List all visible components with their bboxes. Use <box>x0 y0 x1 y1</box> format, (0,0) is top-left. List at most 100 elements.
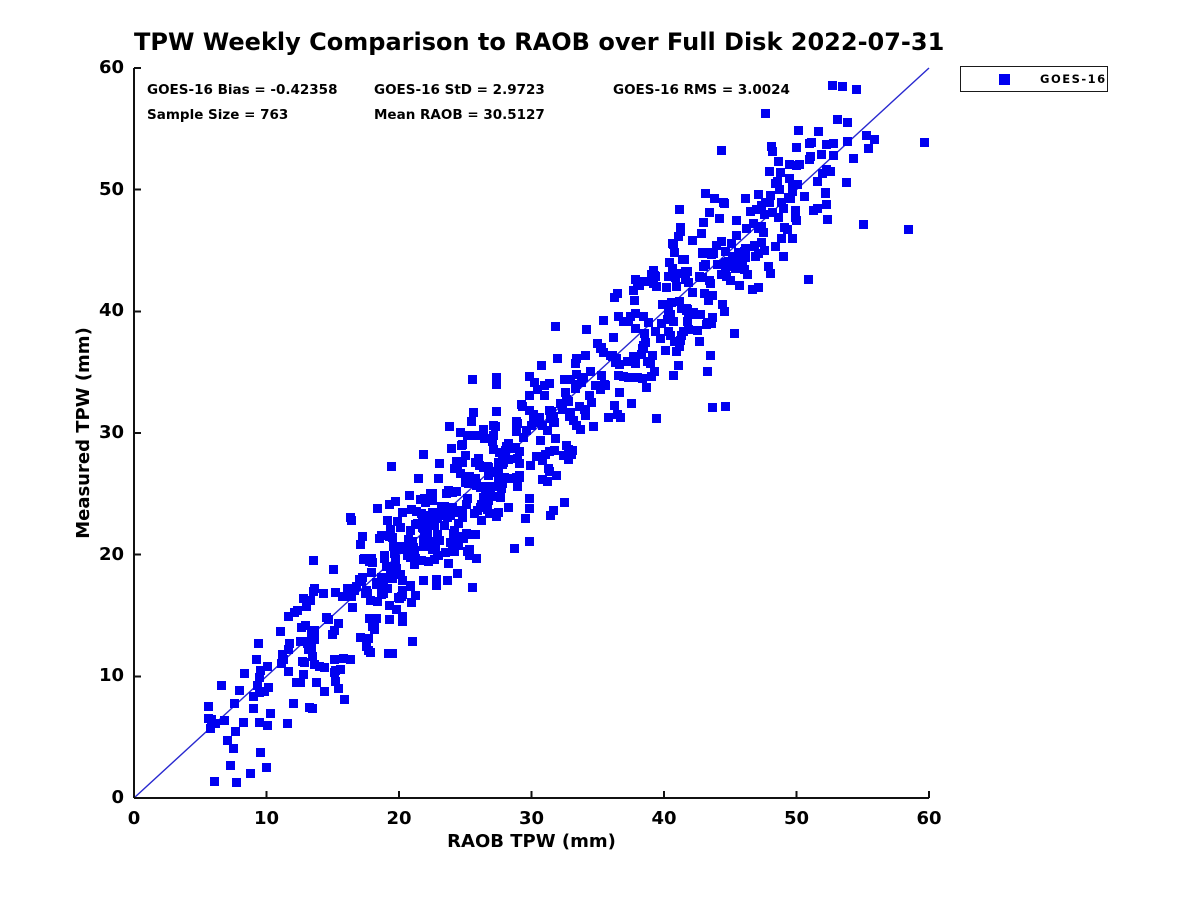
data-point <box>477 516 486 525</box>
data-point <box>676 223 685 232</box>
data-point <box>263 662 272 671</box>
data-point <box>510 544 519 553</box>
data-point <box>256 748 265 757</box>
data-point <box>706 351 715 360</box>
data-point <box>408 537 417 546</box>
data-point <box>532 452 541 461</box>
data-point <box>682 306 691 315</box>
data-point <box>666 331 675 340</box>
data-point <box>446 538 455 547</box>
data-point <box>484 471 493 480</box>
data-point <box>463 431 472 440</box>
data-point <box>382 562 391 571</box>
data-point <box>640 329 649 338</box>
data-point <box>498 479 507 488</box>
data-point <box>266 709 275 718</box>
data-point <box>422 525 431 534</box>
data-point <box>456 469 465 478</box>
data-point <box>366 596 375 605</box>
data-point <box>496 493 505 502</box>
data-point <box>571 384 580 393</box>
data-point <box>331 666 340 675</box>
data-point <box>473 506 482 515</box>
data-point <box>641 277 650 286</box>
data-point <box>571 359 580 368</box>
data-point <box>229 744 238 753</box>
data-point <box>693 326 702 335</box>
data-point <box>358 532 367 541</box>
data-point <box>750 241 759 250</box>
data-point <box>629 286 638 295</box>
data-point <box>469 408 478 417</box>
y-tick-label: 20 <box>98 543 124 565</box>
data-point <box>356 540 365 549</box>
data-point <box>435 536 444 545</box>
data-point <box>372 578 381 587</box>
data-point <box>433 551 442 560</box>
data-point <box>698 249 707 258</box>
data-point <box>774 157 783 166</box>
data-point <box>440 521 449 530</box>
data-point <box>852 85 861 94</box>
data-point <box>615 388 624 397</box>
data-point <box>822 140 831 149</box>
stat-mean-raob: Mean RAOB = 30.5127 <box>374 107 545 123</box>
data-point <box>581 411 590 420</box>
data-point <box>670 269 679 278</box>
data-point <box>710 194 719 203</box>
data-point <box>699 218 708 227</box>
data-point <box>393 517 402 526</box>
data-point <box>697 229 706 238</box>
data-point <box>256 666 265 675</box>
data-point <box>550 446 559 455</box>
data-point <box>546 511 555 520</box>
data-point <box>396 523 405 532</box>
data-point <box>687 309 696 318</box>
data-point <box>743 270 752 279</box>
data-point <box>585 391 594 400</box>
data-point <box>556 399 565 408</box>
data-point <box>637 350 646 359</box>
data-point <box>467 475 476 484</box>
data-point <box>292 678 301 687</box>
data-point <box>540 391 549 400</box>
x-tick-label: 10 <box>253 808 280 829</box>
data-point <box>385 615 394 624</box>
data-point <box>675 297 684 306</box>
data-point <box>569 416 578 425</box>
data-point <box>695 337 704 346</box>
data-point <box>504 503 513 512</box>
data-point <box>312 678 321 687</box>
data-point <box>586 367 595 376</box>
data-point <box>791 206 800 215</box>
data-point <box>393 542 402 551</box>
data-point <box>254 639 263 648</box>
data-point <box>309 556 318 565</box>
data-point <box>440 502 449 511</box>
data-point <box>461 478 470 487</box>
data-point <box>722 272 731 281</box>
data-point <box>472 554 481 563</box>
data-point <box>669 317 678 326</box>
data-point <box>581 406 590 415</box>
data-point <box>239 718 248 727</box>
data-point <box>299 670 308 679</box>
data-point <box>663 315 672 324</box>
data-point <box>499 456 508 465</box>
data-point <box>510 444 519 453</box>
data-point <box>497 484 506 493</box>
data-point <box>255 718 264 727</box>
data-point <box>504 439 513 448</box>
data-point <box>794 126 803 135</box>
data-point <box>626 312 635 321</box>
data-point <box>683 267 692 276</box>
data-point <box>572 421 581 430</box>
data-point <box>721 402 730 411</box>
data-point <box>766 191 775 200</box>
data-point <box>533 385 542 394</box>
data-point <box>361 589 370 598</box>
data-point <box>785 160 794 169</box>
data-point <box>535 413 544 422</box>
data-point <box>383 584 392 593</box>
data-point <box>709 249 718 258</box>
